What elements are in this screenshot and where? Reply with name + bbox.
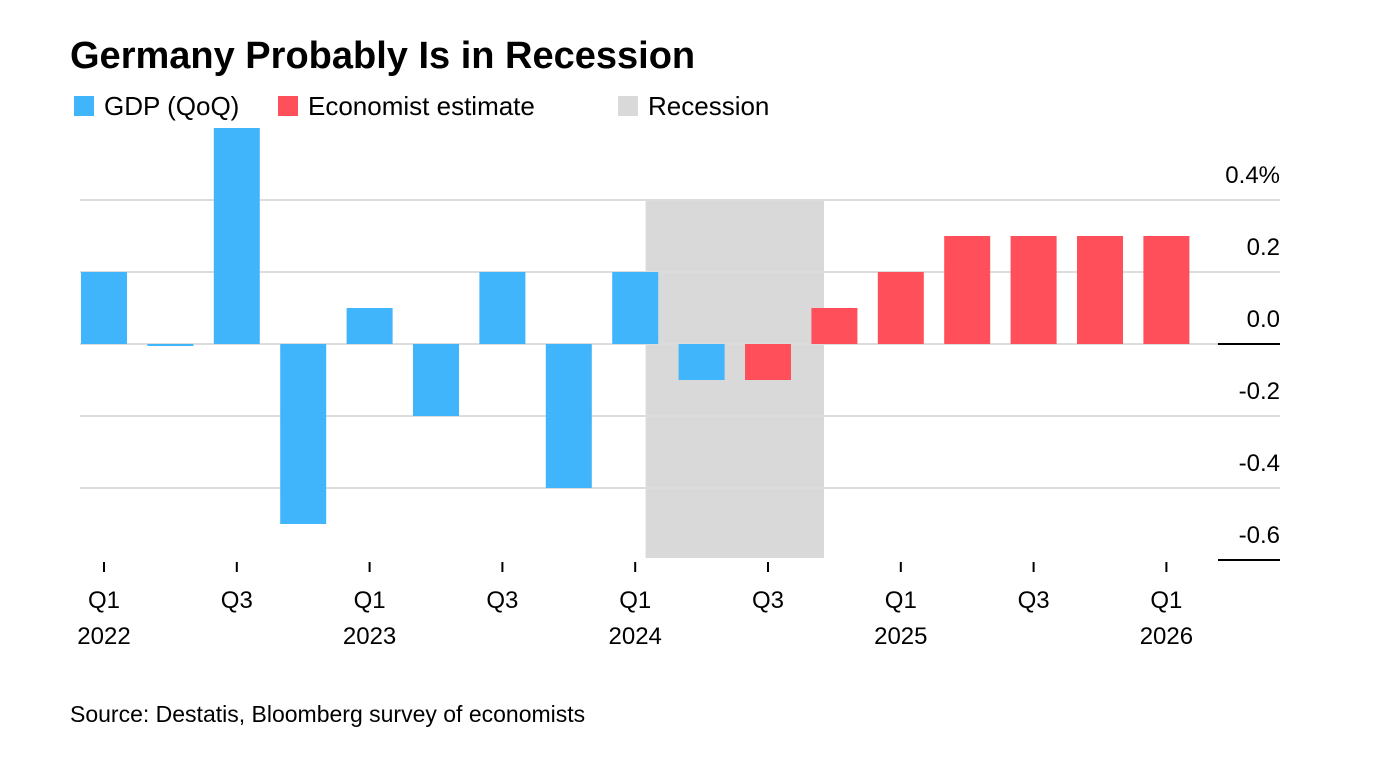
x-tick-label: Q1 xyxy=(885,587,917,614)
y-tick-label: 0.4% xyxy=(1225,162,1280,189)
x-tick-label: 2024 xyxy=(609,623,662,650)
bar xyxy=(81,272,127,344)
x-tick-label: 2026 xyxy=(1140,623,1193,650)
legend-label: Economist estimate xyxy=(308,91,535,121)
legend-label: GDP (QoQ) xyxy=(104,91,239,121)
bar xyxy=(877,272,924,344)
legend-swatch xyxy=(278,96,298,116)
bar xyxy=(1077,236,1123,344)
legend-label: Recession xyxy=(648,91,769,121)
chart-title: Germany Probably Is in Recession xyxy=(70,35,695,77)
bar xyxy=(1143,236,1190,344)
bar xyxy=(944,236,991,344)
x-tick-label: Q3 xyxy=(486,587,518,614)
bar xyxy=(612,272,659,344)
y-tick-label: -0.4 xyxy=(1239,450,1280,477)
bar xyxy=(147,344,194,346)
x-tick-label: Q1 xyxy=(1150,587,1182,614)
x-tick-label: Q3 xyxy=(752,587,784,614)
x-tick-label: Q3 xyxy=(1018,587,1050,614)
bar xyxy=(213,128,260,344)
legend-swatch xyxy=(74,96,94,116)
y-tick-label: -0.6 xyxy=(1239,522,1280,549)
bar xyxy=(745,344,791,380)
x-tick-label: Q1 xyxy=(354,587,386,614)
recession-band xyxy=(645,200,824,558)
bar xyxy=(346,308,393,344)
x-tick-label: 2023 xyxy=(343,623,396,650)
bar xyxy=(545,344,592,488)
x-tick-label: 2022 xyxy=(77,623,130,650)
x-tick-label: 2025 xyxy=(874,623,927,650)
x-tick-label: Q3 xyxy=(221,587,253,614)
legend-swatch xyxy=(618,96,638,116)
bar xyxy=(280,344,327,524)
source: Source: Destatis, Bloomberg survey of ec… xyxy=(70,701,585,727)
bar xyxy=(479,272,526,344)
y-tick-label: -0.2 xyxy=(1239,378,1280,405)
bar xyxy=(413,344,459,416)
x-tick-label: Q1 xyxy=(88,587,120,614)
y-tick-label: 0.0 xyxy=(1247,306,1280,333)
bar xyxy=(1010,236,1057,344)
bar xyxy=(678,344,725,380)
y-tick-label: 0.2 xyxy=(1247,234,1280,261)
x-tick-label: Q1 xyxy=(619,587,651,614)
bar xyxy=(811,308,858,344)
